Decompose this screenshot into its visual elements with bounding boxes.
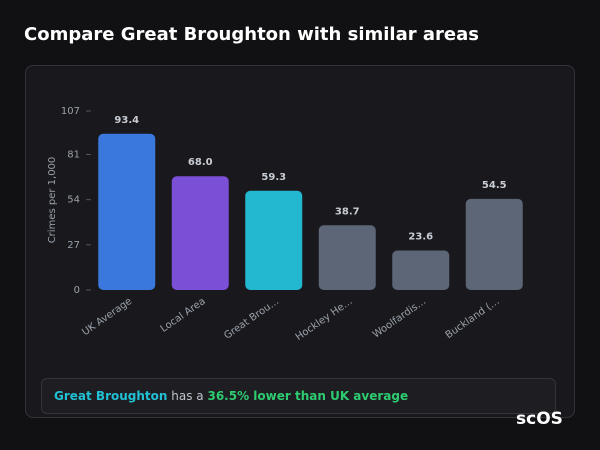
area-name: Great Broughton	[54, 389, 168, 403]
x-tick-label: Local Area	[159, 296, 208, 335]
y-tick-label: 27	[67, 240, 80, 251]
bar	[318, 225, 376, 290]
value-label: 54.5	[482, 180, 507, 191]
bar	[98, 133, 156, 290]
y-axis-label: Crimes per 1,000	[47, 157, 58, 244]
bar	[245, 190, 303, 290]
value-label: 68.0	[188, 157, 213, 168]
chart: Crimes per 1,000 0 27 54 81 107 UK Average 93.…	[47, 106, 523, 343]
y-tick-label: 107	[61, 106, 80, 117]
page-title: Compare Great Broughton with similar are…	[24, 24, 479, 45]
x-tick-label: Woolfardis…	[371, 296, 428, 341]
x-tick-label: UK Average	[80, 296, 134, 338]
highlight: 36.5% lower than UK average	[207, 389, 409, 403]
bar	[171, 176, 229, 290]
watermark: scOS	[516, 409, 563, 429]
value-label: 93.4	[114, 115, 139, 126]
value-label: 59.3	[261, 172, 286, 183]
bar	[465, 198, 523, 290]
x-tick-label: Great Brou…	[222, 296, 281, 342]
x-tick-label: Hockley He…	[294, 296, 355, 343]
value-label: 38.7	[335, 206, 360, 217]
y-tick-label: 54	[67, 195, 80, 206]
bar	[392, 250, 450, 290]
y-tick-label: 81	[67, 149, 80, 160]
summary-text: has a	[171, 389, 204, 403]
y-tick-label: 0	[74, 285, 80, 296]
summary: Great Broughton has a 36.5% lower than U…	[41, 378, 556, 414]
x-tick-label: Buckland (…	[444, 296, 502, 341]
value-label: 23.6	[408, 232, 433, 243]
